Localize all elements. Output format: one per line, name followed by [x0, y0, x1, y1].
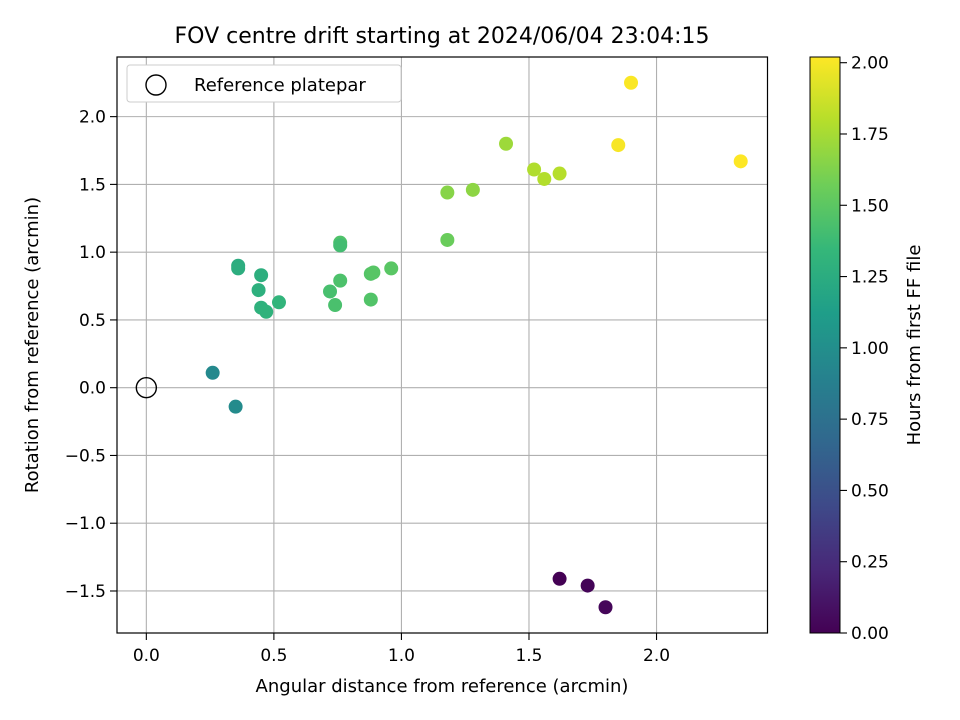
x-tick-label: 0.5	[260, 646, 287, 666]
y-tick-label: −1.0	[65, 514, 106, 534]
data-point	[228, 399, 243, 414]
x-tick-label: 1.5	[515, 646, 542, 666]
data-point	[328, 298, 343, 313]
data-point	[271, 295, 286, 310]
legend-box	[126, 64, 402, 103]
data-point	[363, 292, 378, 307]
colorbar-tick-label: 1.50	[851, 196, 889, 216]
data-point	[537, 171, 552, 186]
x-tick-label: 0.0	[133, 646, 160, 666]
data-point	[259, 304, 274, 319]
data-point	[552, 166, 567, 181]
reference-layer	[135, 376, 158, 399]
y-tick-label: −0.5	[65, 446, 106, 466]
data-point	[552, 571, 567, 586]
data-point	[499, 136, 514, 151]
colorbar-ticks: 0.00 0.25 0.50 0.75 1.00 1.25 1.50 1.75 2.00	[840, 54, 889, 644]
data-point	[254, 268, 269, 283]
legend: Reference platepar	[126, 64, 402, 103]
data-point	[440, 185, 455, 200]
x-axis-label: Angular distance from reference (arcmin)	[256, 676, 629, 697]
colorbar-tick-label: 0.75	[851, 410, 889, 430]
data-point	[231, 261, 246, 276]
data-point	[580, 578, 595, 593]
y-tick-label: 1.0	[79, 243, 106, 263]
colorbar-tick-label: 0.25	[851, 553, 889, 573]
data-point	[323, 284, 338, 299]
y-axis-ticks: −1.5 −1.0 −0.5 0.0 0.5 1.0 1.5 2.0	[65, 108, 117, 602]
chart-title: FOV centre drift starting at 2024/06/04 …	[175, 24, 710, 49]
colorbar-tick-label: 1.25	[851, 268, 889, 288]
colorbar-tick-label: 0.50	[851, 481, 889, 501]
data-point	[366, 265, 381, 280]
legend-label-reference: Reference platepar	[194, 75, 366, 96]
data-point	[527, 162, 542, 177]
colorbar-tick-label: 2.00	[851, 54, 889, 74]
reference-marker	[135, 376, 158, 399]
data-point	[333, 238, 348, 253]
grid-layer	[117, 57, 768, 633]
data-point	[624, 75, 639, 90]
data-point	[333, 273, 348, 288]
data-point	[251, 283, 266, 298]
colorbar-tick-label: 0.00	[851, 624, 889, 644]
colorbar-label: Hours from first FF file	[904, 245, 925, 446]
colorbar-tick-label: 1.00	[851, 339, 889, 359]
x-tick-label: 2.0	[643, 646, 670, 666]
colorbar	[809, 56, 841, 634]
data-point	[384, 261, 399, 276]
plot-area-frame	[116, 56, 769, 634]
data-point	[205, 365, 220, 380]
data-point	[733, 154, 748, 169]
y-axis-label: Rotation from reference (arcmin)	[22, 197, 43, 493]
legend-marker-reference	[145, 74, 167, 96]
y-tick-label: 0.5	[79, 311, 106, 331]
y-tick-label: 1.5	[79, 175, 106, 195]
colorbar-tick-label: 1.75	[851, 125, 889, 145]
x-tick-label: 1.0	[388, 646, 415, 666]
y-tick-label: 2.0	[79, 108, 106, 128]
data-point	[465, 182, 480, 197]
x-axis-ticks: 0.0 0.5 1.0 1.5 2.0	[133, 633, 670, 666]
y-tick-label: −1.5	[65, 582, 106, 602]
data-point	[440, 232, 455, 247]
data-point	[611, 138, 626, 153]
points-layer	[205, 75, 748, 615]
y-tick-label: 0.0	[79, 379, 106, 399]
data-point	[598, 600, 613, 615]
